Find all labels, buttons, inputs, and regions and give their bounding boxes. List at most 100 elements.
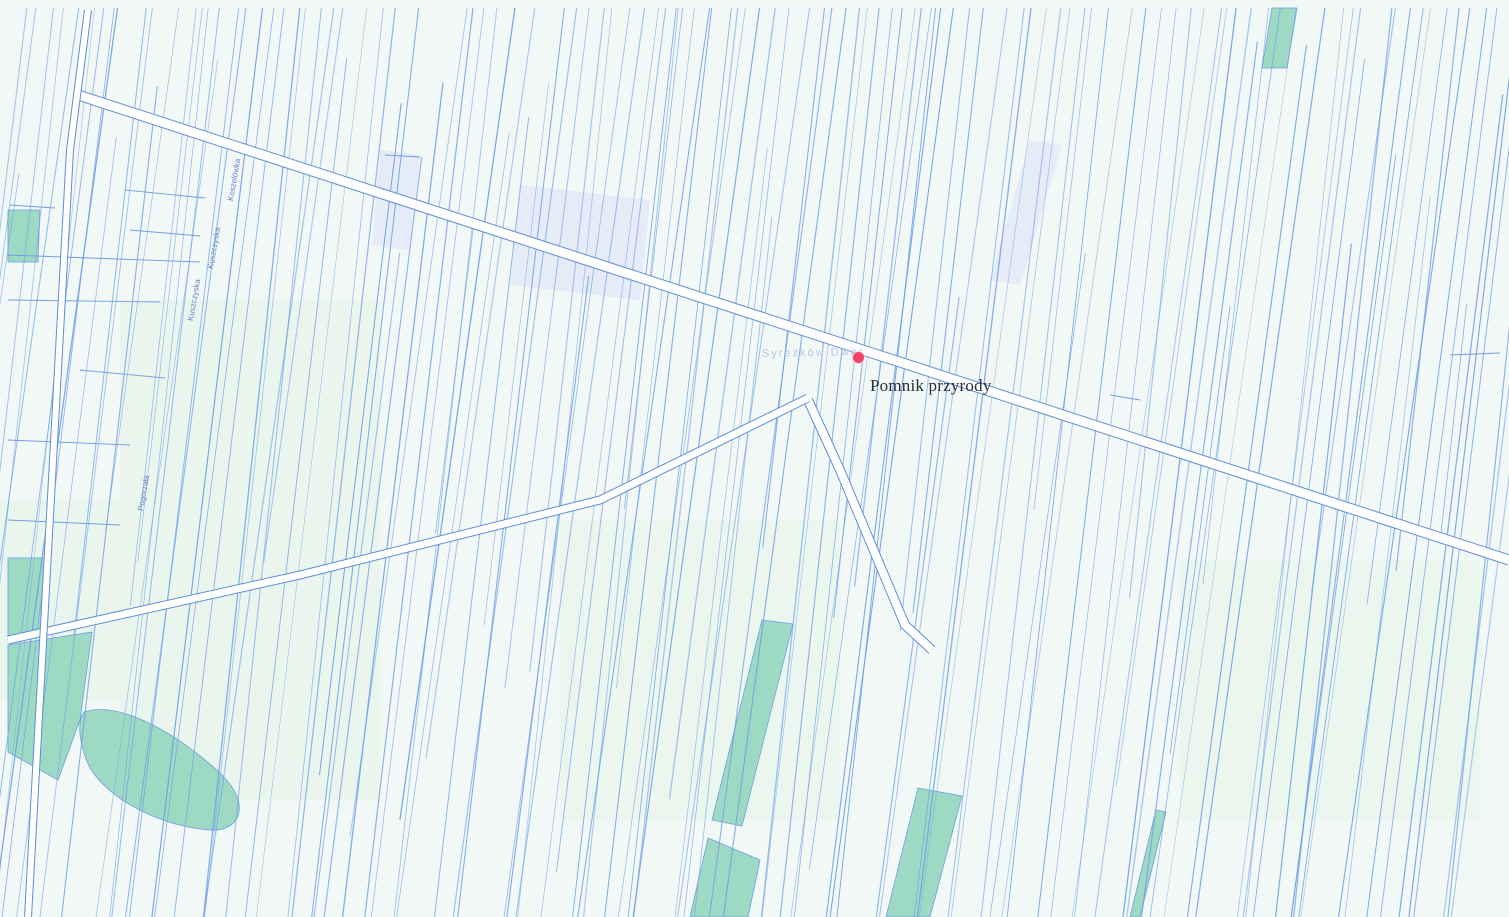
parcel-line-47	[396, 132, 510, 917]
parcel-line-66	[604, 7, 713, 917]
parcel-line-29	[225, 7, 322, 917]
parcel-line-140	[1413, 144, 1509, 917]
parcel-line-105	[1050, 7, 1162, 917]
parcel-line-18	[137, 7, 203, 563]
parcel-line-22	[129, 7, 240, 917]
parcel-line-72	[674, 148, 768, 917]
parcel-division-11	[384, 154, 421, 158]
parcel-line-25	[154, 7, 275, 917]
parcel-line-84	[790, 7, 916, 917]
parcel-line-114	[1202, 7, 1269, 585]
parcel-line-65	[577, 7, 711, 917]
parcel-line-76	[762, 7, 826, 548]
parcel-line-133	[1395, 7, 1460, 571]
parcel-line-3	[0, 7, 37, 281]
point-marker-icon[interactable]	[853, 352, 864, 363]
parcel-line-129	[1298, 7, 1424, 917]
parcel-line-108	[1071, 7, 1205, 917]
parcel-line-91	[912, 7, 984, 613]
parcel-line-50	[483, 83, 550, 626]
parcel-line-79	[760, 7, 861, 917]
parcel-line-137	[1439, 304, 1467, 542]
parcel-division-8	[129, 229, 201, 237]
parcel-line-120	[1245, 7, 1344, 917]
parcel-line-60	[555, 7, 667, 872]
woodland-strip-bottom	[885, 787, 963, 917]
parcel-line-46	[399, 7, 516, 820]
poi-label: Pomnik przyrody	[870, 376, 992, 395]
parcel-line-32	[244, 58, 348, 917]
parcel-line-136	[1380, 7, 1498, 917]
parcel-line-56	[506, 275, 590, 917]
parcel-line-111	[1122, 7, 1237, 917]
parcel-line-74	[693, 216, 773, 917]
parcel-line-59	[540, 7, 659, 917]
parcel-line-90	[899, 7, 971, 631]
parcel-line-109	[1094, 7, 1223, 917]
parcel-line-128	[1290, 154, 1397, 917]
parcel-division-6	[7, 519, 121, 526]
parcel-line-95	[916, 7, 1032, 917]
woodland-center-bottom	[689, 837, 761, 917]
parcel-line-119	[1195, 7, 1326, 917]
parcel-line-34	[287, 7, 384, 917]
parcel-line-58	[515, 7, 646, 917]
parcel-line-83	[833, 7, 903, 619]
parcel-line-130	[1300, 7, 1431, 917]
parcel-line-102	[989, 253, 1086, 917]
parcel-line-4	[0, 173, 20, 307]
parcel-line-61	[572, 7, 677, 917]
parcel-line-23	[124, 7, 247, 917]
parcel-line-24	[151, 7, 264, 917]
parcel-line-118	[1186, 44, 1308, 917]
road-main	[73, 89, 1509, 565]
parcel-division-4	[7, 299, 161, 303]
parcel-line-92	[875, 296, 960, 917]
parcel-line-93	[879, 7, 1008, 917]
parcel-division-3	[7, 254, 201, 263]
parcel-line-19	[109, 7, 209, 917]
parcel-line-80	[761, 7, 868, 917]
roads	[7, 9, 1509, 917]
parcel-line-42	[364, 7, 474, 917]
parcel-line-43	[370, 7, 485, 917]
parcel-line-41	[349, 7, 468, 838]
parcel-line-6	[0, 7, 64, 586]
parcel-line-57	[503, 7, 631, 917]
parcel-line-77	[708, 7, 833, 917]
parcel-line-115	[1169, 305, 1231, 754]
parcel-line-70	[632, 7, 761, 917]
parcel-line-39	[323, 157, 423, 917]
parcel-line-71	[668, 7, 776, 800]
woodland-thin-bottom-right	[1129, 809, 1167, 917]
parcel-line-123	[1252, 58, 1365, 917]
parcel-line-21	[95, 60, 219, 917]
parcel-line-81	[779, 7, 880, 917]
woodland-areas	[7, 7, 1298, 917]
parcel-line-49	[434, 116, 530, 917]
parcel-line-2	[0, 7, 28, 234]
parcel-line-107	[1128, 7, 1192, 599]
parcel-line-10	[1, 7, 115, 917]
parcel-line-37	[311, 7, 420, 917]
parcel-line-7	[0, 7, 80, 566]
parcel-line-54	[529, 7, 605, 673]
parcel-line-143	[1450, 473, 1509, 917]
parcel-line-98	[950, 7, 1071, 917]
parcel-line-100	[1033, 7, 1092, 511]
parcel-line-17	[129, 7, 197, 607]
parcel-line-86	[808, 7, 932, 870]
parcel-division-5	[7, 439, 131, 446]
parcel-line-117	[1163, 7, 1297, 917]
parcel-line-85	[853, 7, 922, 587]
parcel-line-31	[263, 7, 344, 563]
parcel-line-142	[1443, 382, 1509, 917]
parcel-line-101	[1006, 7, 1109, 917]
parcel-line-30	[203, 7, 335, 917]
parcel-line-78	[722, 7, 847, 917]
parcel-line-75	[677, 7, 811, 917]
parcel-line-64	[616, 7, 695, 689]
parcel-line-121	[1236, 7, 1354, 917]
